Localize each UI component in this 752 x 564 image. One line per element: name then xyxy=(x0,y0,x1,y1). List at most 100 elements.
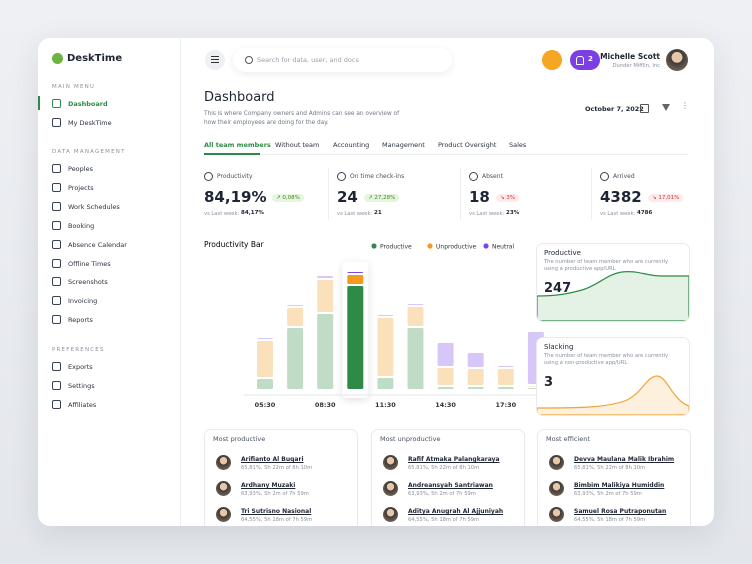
bar-segment xyxy=(497,369,514,385)
section-title: MAIN MENU xyxy=(52,84,96,90)
chat-button[interactable] xyxy=(542,50,562,70)
user-avatar[interactable] xyxy=(666,49,688,71)
tab[interactable]: Without team xyxy=(275,141,320,149)
list-title: Most unproductive xyxy=(380,435,441,443)
stat-icon xyxy=(204,172,213,181)
stat-value: 18 xyxy=(469,188,490,206)
card-description: The number of team member who are curren… xyxy=(544,259,669,272)
stat-change: ↗ 27,28% xyxy=(364,194,400,202)
nav-item[interactable]: My DeskTime xyxy=(68,118,112,127)
nav-icon xyxy=(52,164,61,173)
person-name[interactable]: Samuel Rosa Putraponutan xyxy=(574,508,667,515)
stat-divider xyxy=(460,168,461,220)
card-title: Slacking xyxy=(544,343,574,351)
tab[interactable]: Accounting xyxy=(333,141,370,149)
more-icon[interactable]: ⋮ xyxy=(681,101,689,110)
person-name[interactable]: Tri Sutrisno Nasional xyxy=(241,508,312,515)
calendar-icon[interactable] xyxy=(640,104,649,113)
list-title: Most productive xyxy=(213,435,266,443)
person-stats: 63,93%, 5h 2m of 7h 59m xyxy=(408,491,476,497)
legend-label: Neutral xyxy=(492,244,514,251)
nav-icon xyxy=(52,315,61,325)
nav-item[interactable]: Exports xyxy=(68,363,93,371)
nav-item[interactable]: Affiliates xyxy=(68,400,97,409)
person-name[interactable]: Ardhany Muzaki xyxy=(241,482,296,489)
nav-item[interactable]: Settings xyxy=(68,381,95,390)
card-title: Productive xyxy=(544,249,581,257)
person-name[interactable]: Bimbim Malikiya Humiddin xyxy=(574,482,665,489)
person-stats: 64,55%, 5h 18m of 7h 59m xyxy=(408,517,480,523)
card-value: 3 xyxy=(544,375,554,390)
person-name[interactable]: Andreansyah Santriawan xyxy=(408,482,493,489)
legend-marker xyxy=(483,243,489,249)
bar-segment xyxy=(407,307,424,326)
stat-previous: 84,17% xyxy=(241,210,264,216)
x-tick-label: 05:30 xyxy=(255,401,276,409)
avatar xyxy=(383,481,398,496)
nav-item[interactable]: Invoicing xyxy=(68,297,98,306)
nav-icon xyxy=(52,99,61,108)
tab[interactable]: Product Oversight xyxy=(438,141,497,149)
person-stats: 64,55%, 5h 18m of 7h 59m xyxy=(574,517,646,523)
notification-button[interactable] xyxy=(570,50,600,70)
person-stats: 63,93%, 5h 2m of 7h 59m xyxy=(574,491,642,497)
nav-item[interactable]: Offline Times xyxy=(68,259,111,268)
nav-item[interactable]: Booking xyxy=(68,221,95,230)
bar-segment xyxy=(347,286,364,389)
stat-previous-label: vs Last week: xyxy=(204,211,240,217)
nav-item[interactable]: Work Schedules xyxy=(68,202,120,211)
productivity-chart: Productivity Bar Productive Unproductive N… xyxy=(204,240,558,409)
tab[interactable]: Sales xyxy=(509,141,527,149)
sparkline xyxy=(537,270,689,321)
nav-icon xyxy=(52,201,61,211)
person-stats: 65,81%, 5h 22m of 8h 10m xyxy=(241,465,313,471)
page-title: Dashboard xyxy=(204,90,275,105)
bar-segment xyxy=(467,369,484,385)
bar-segment xyxy=(257,379,273,389)
menu-button[interactable] xyxy=(205,50,225,70)
bar-segment xyxy=(287,305,304,306)
summary-card xyxy=(536,337,690,416)
person-stats: 64,55%, 5h 18m of 7h 59m xyxy=(241,517,313,523)
stat-value: 4382 xyxy=(600,188,642,206)
stat-label: Arrived xyxy=(613,173,635,180)
bar-segment xyxy=(407,328,424,389)
person-stats: 63,93%, 5h 2m of 7h 59m xyxy=(241,491,309,497)
nav-item[interactable]: Screenshots xyxy=(68,278,108,287)
bar-segment xyxy=(317,314,334,389)
stat-previous-label: vs Last week: xyxy=(337,211,373,217)
x-tick-label: 11:30 xyxy=(375,401,396,409)
date[interactable]: October 7, 2022 xyxy=(585,105,644,113)
menu-icon xyxy=(211,56,219,57)
nav-item[interactable]: Reports xyxy=(68,316,93,325)
stat-change: ↗ 0,08% xyxy=(272,194,304,202)
person-name[interactable]: Arifianto Al Buqari xyxy=(241,456,304,463)
bar-segment xyxy=(467,353,484,367)
bar-segment xyxy=(257,341,273,377)
tab[interactable]: Management xyxy=(382,141,425,149)
stat-icon xyxy=(469,172,478,181)
search-bar[interactable] xyxy=(233,48,452,72)
bar-segment xyxy=(257,338,273,339)
filter-icon[interactable] xyxy=(662,104,670,111)
nav-item[interactable]: Dashboard xyxy=(68,100,108,108)
bar-segment xyxy=(377,378,394,389)
brand-name: DeskTime xyxy=(67,53,123,64)
stat-previous-label: vs Last week: xyxy=(469,211,505,217)
nav-item[interactable]: Absence Calendar xyxy=(68,240,127,249)
tab[interactable]: All team members xyxy=(204,141,271,149)
avatar xyxy=(216,507,231,522)
nav-item[interactable]: Peoples xyxy=(68,165,93,173)
nav-item[interactable]: Projects xyxy=(68,183,94,192)
bar-segment xyxy=(437,387,454,389)
person-name[interactable]: Devva Maulana Malik Ibrahim xyxy=(574,456,675,463)
user-company: Dunder Mifflin, Inc xyxy=(612,63,660,69)
user-name: Michelle Scott xyxy=(600,52,660,61)
card-description: The number of team member who are curren… xyxy=(544,353,669,366)
nav-icon xyxy=(52,182,61,192)
nav-icon xyxy=(52,399,61,409)
person-name[interactable]: Rafif Atmaka Palangkaraya xyxy=(408,456,500,463)
person-name[interactable]: Aditya Anugrah Al Ajjuniyah xyxy=(408,508,504,515)
nav-icon xyxy=(52,362,61,371)
stat-label: On time check-ins xyxy=(350,173,405,180)
